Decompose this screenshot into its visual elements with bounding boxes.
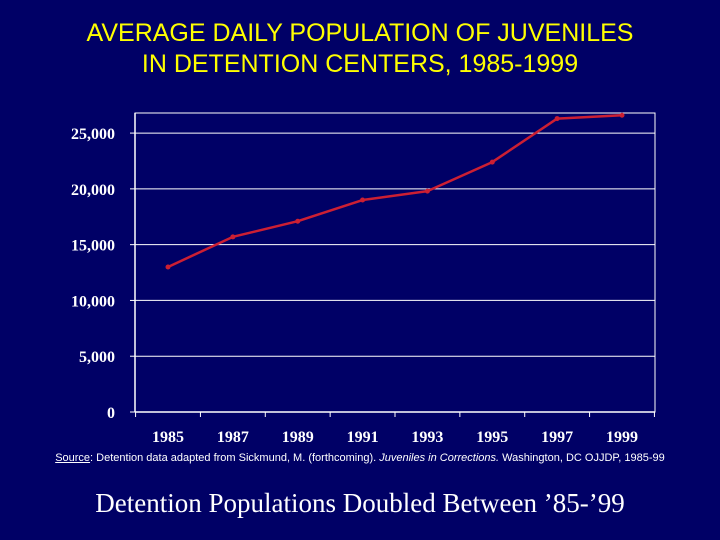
x-tick-label: 1997: [541, 429, 573, 446]
footer-caption: Detention Populations Doubled Between ’8…: [95, 488, 625, 518]
y-tick-label: 10,000: [71, 293, 115, 310]
y-axis-ticks: 0 5,000 10,000 15,000 20,000 25,000: [71, 126, 135, 422]
data-point: [165, 264, 171, 270]
data-point: [554, 116, 560, 122]
x-tick-label: 1991: [347, 429, 379, 446]
y-tick-label: 25,000: [71, 126, 115, 143]
x-tick-label: 1987: [217, 429, 249, 446]
series-group: [165, 112, 625, 270]
x-tick-label: 1989: [282, 429, 314, 446]
data-point: [619, 112, 625, 118]
source-italic-title: Juveniles in Corrections.: [379, 452, 500, 464]
y-tick-label: 20,000: [71, 182, 115, 199]
source-prefix: Source: [55, 452, 91, 464]
data-point: [295, 218, 301, 224]
chart-title: AVERAGE DAILY POPULATION OF JUVENILES IN…: [0, 18, 720, 80]
x-axis-ticks: 1985 1987 1989 1991 1993 1995 1997 1999: [135, 412, 655, 446]
y-tick-label: 15,000: [71, 238, 115, 255]
y-tick-label: 0: [107, 405, 115, 422]
chart-title-line-2: IN DETENTION CENTERS, 1985-1999: [141, 50, 579, 78]
data-point: [230, 234, 236, 240]
y-tick-label: 5,000: [79, 349, 115, 366]
series-line: [167, 113, 623, 269]
x-tick-label: 1985: [152, 429, 184, 446]
plot-area: [134, 112, 656, 413]
data-point: [489, 159, 495, 165]
source-text-end: Washington, DC OJJDP, 1985-99: [499, 452, 665, 464]
data-point: [424, 188, 430, 194]
grid-lines: [135, 132, 655, 357]
x-tick-label: 1995: [476, 429, 508, 446]
data-point: [360, 197, 366, 203]
source-note: Source: Detention data adapted from Sick…: [0, 452, 720, 464]
source-text: : Detention data adapted from Sickmund, …: [90, 452, 380, 464]
chart-title-line-1: AVERAGE DAILY POPULATION OF JUVENILES: [86, 19, 634, 47]
x-tick-label: 1993: [411, 429, 443, 446]
x-tick-label: 1999: [606, 429, 638, 446]
